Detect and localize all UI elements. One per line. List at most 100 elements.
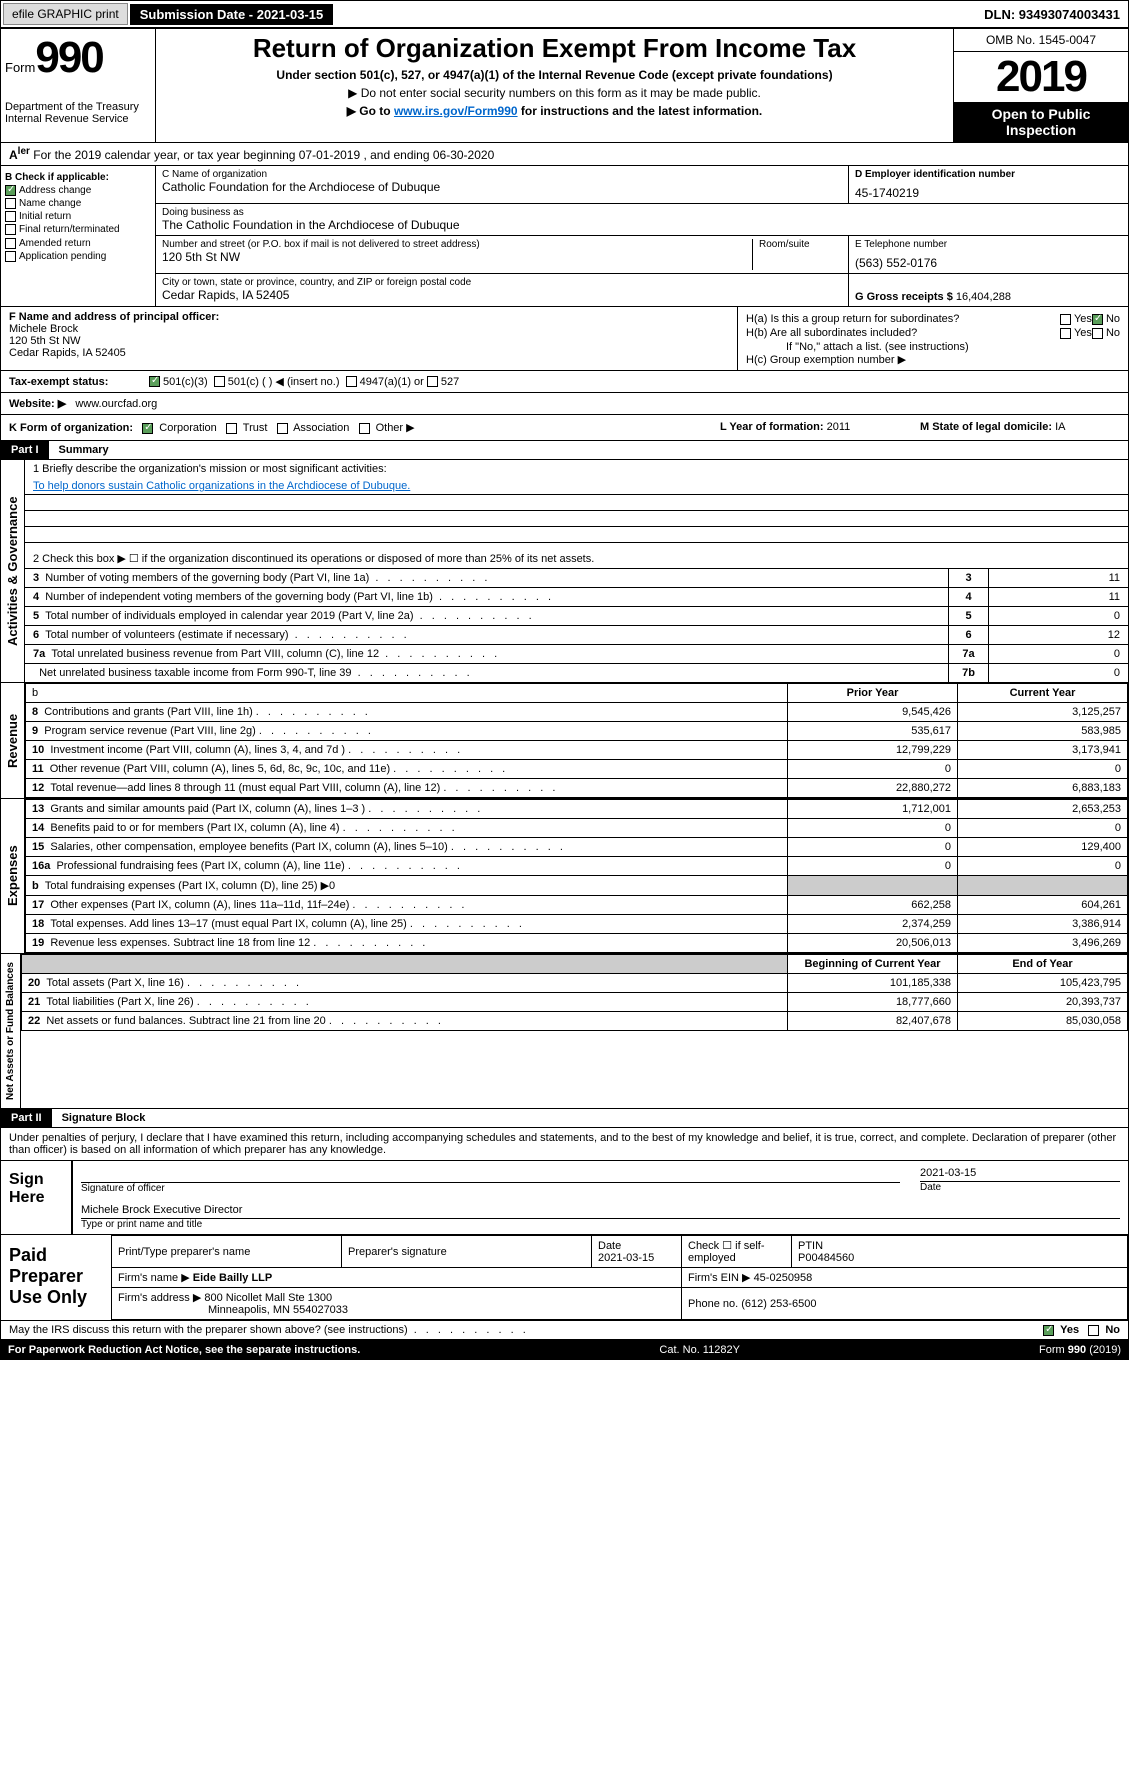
footer-left: For Paperwork Reduction Act Notice, see … <box>8 1344 360 1356</box>
irs-link[interactable]: www.irs.gov/Form990 <box>394 104 518 118</box>
gross-receipts-label: G Gross receipts $ <box>855 291 953 303</box>
ptin-value: P00484560 <box>798 1252 854 1264</box>
h-b-note: If "No," attach a list. (see instruction… <box>746 341 1120 353</box>
chk-trust[interactable] <box>226 423 237 434</box>
table-row: 19 Revenue less expenses. Subtract line … <box>26 934 1128 953</box>
chk-final-return[interactable] <box>5 224 16 235</box>
q1-mission: 1 Briefly describe the organization's mi… <box>25 460 1128 478</box>
revenue-table: bPrior YearCurrent Year 8 Contributions … <box>25 683 1128 798</box>
chk-4947[interactable] <box>346 376 357 387</box>
subtitle: Under section 501(c), 527, or 4947(a)(1)… <box>160 68 949 82</box>
hb-yes[interactable] <box>1060 328 1071 339</box>
perjury-statement: Under penalties of perjury, I declare th… <box>1 1128 1128 1161</box>
table-row: 18 Total expenses. Add lines 13–17 (must… <box>26 915 1128 934</box>
tax-status-row: Tax-exempt status: 501(c)(3) 501(c) ( ) … <box>0 371 1129 393</box>
table-row: 11 Other revenue (Part VIII, column (A),… <box>26 760 1128 779</box>
officer-name: Michele Brock <box>9 323 729 335</box>
preparer-table: Print/Type preparer's name Preparer's si… <box>111 1235 1128 1320</box>
governance-row: Net unrelated business taxable income fr… <box>25 663 1128 682</box>
table-row: 15 Salaries, other compensation, employe… <box>26 838 1128 857</box>
chk-501c3[interactable] <box>149 376 160 387</box>
prep-name-label: Print/Type preparer's name <box>112 1236 342 1268</box>
room-label: Room/suite <box>759 239 842 250</box>
chk-527[interactable] <box>427 376 438 387</box>
firm-phone: (612) 253-6500 <box>741 1298 816 1310</box>
governance-row: 4 Number of independent voting members o… <box>25 587 1128 606</box>
table-row: 9 Program service revenue (Part VIII, li… <box>26 722 1128 741</box>
net-header-cy: End of Year <box>958 955 1128 974</box>
chk-corp[interactable] <box>142 423 153 434</box>
vlabel-governance: Activities & Governance <box>1 460 25 682</box>
q2-checkbox: 2 Check this box ▶ ☐ if the organization… <box>25 549 1128 568</box>
dba-value: The Catholic Foundation in the Archdioce… <box>162 218 842 232</box>
part2-header: Part II Signature Block <box>0 1109 1129 1128</box>
part1-title: Summary <box>49 441 119 459</box>
chk-assoc[interactable] <box>277 423 288 434</box>
part1-label: Part I <box>1 441 49 459</box>
ein-value: 45-1740219 <box>855 186 1122 200</box>
discuss-question: May the IRS discuss this return with the… <box>9 1324 529 1336</box>
chk-other[interactable] <box>359 423 370 434</box>
form-number-cell: Form990 Department of the Treasury Inter… <box>1 29 156 142</box>
ha-yes[interactable] <box>1060 314 1071 325</box>
part2-title: Signature Block <box>52 1109 156 1127</box>
chk-initial-return[interactable] <box>5 211 16 222</box>
tax-year: 2019 <box>954 52 1128 102</box>
section-c: C Name of organization Catholic Foundati… <box>156 166 1128 306</box>
chk-501c[interactable] <box>214 376 225 387</box>
submission-date: Submission Date - 2021-03-15 <box>130 4 334 25</box>
net-header-py: Beginning of Current Year <box>788 955 958 974</box>
sig-officer-label: Signature of officer <box>81 1183 900 1194</box>
rev-header-blank: b <box>26 684 788 703</box>
row-a-tax-year: Aler For the 2019 calendar year, or tax … <box>0 143 1129 166</box>
table-row: 20 Total assets (Part X, line 16) 101,18… <box>22 974 1128 993</box>
right-header: OMB No. 1545-0047 2019 Open to Public In… <box>953 29 1128 142</box>
check-self-employed[interactable]: Check ☐ if self-employed <box>682 1236 792 1268</box>
ein-label: D Employer identification number <box>855 169 1122 180</box>
department: Department of the Treasury Internal Reve… <box>5 101 151 125</box>
org-name-label: C Name of organization <box>162 169 842 180</box>
firm-name: Eide Bailly LLP <box>193 1272 272 1284</box>
paid-preparer-label: Paid Preparer Use Only <box>1 1235 111 1320</box>
dln: DLN: 93493074003431 <box>976 4 1128 25</box>
vlabel-expenses: Expenses <box>1 799 25 953</box>
discuss-yes[interactable] <box>1043 1325 1054 1336</box>
section-h: H(a) Is this a group return for subordin… <box>738 307 1128 370</box>
addr-label: Number and street (or P.O. box if mail i… <box>162 239 752 250</box>
sig-officer-line[interactable] <box>81 1165 900 1183</box>
net-blank <box>22 955 788 974</box>
signature-block: Under penalties of perjury, I declare th… <box>0 1128 1129 1235</box>
ha-no[interactable] <box>1092 314 1103 325</box>
vlabel-net: Net Assets or Fund Balances <box>1 954 21 1108</box>
expenses-table: 13 Grants and similar amounts paid (Part… <box>25 799 1128 953</box>
hb-no[interactable] <box>1092 328 1103 339</box>
form-title: Return of Organization Exempt From Incom… <box>160 33 949 64</box>
officer-printed-name: Michele Brock Executive Director <box>81 1202 1120 1219</box>
efile-button[interactable]: efile GRAPHIC print <box>3 3 128 25</box>
section-f: F Name and address of principal officer:… <box>1 307 738 370</box>
expenses-section: Expenses 13 Grants and similar amounts p… <box>0 799 1129 954</box>
officer-addr1: 120 5th St NW <box>9 335 729 347</box>
blank3 <box>25 527 1128 543</box>
chk-app-pending[interactable] <box>5 251 16 262</box>
discuss-no[interactable] <box>1088 1325 1099 1336</box>
chk-address-change[interactable] <box>5 185 16 196</box>
officer-addr2: Cedar Rapids, IA 52405 <box>9 347 729 359</box>
dba-label: Doing business as <box>162 207 842 218</box>
net-section: Net Assets or Fund Balances Beginning of… <box>0 954 1129 1109</box>
website-label: Website: ▶ <box>9 398 66 410</box>
vlabel-revenue: Revenue <box>1 683 25 798</box>
form-header: Form990 Department of the Treasury Inter… <box>0 28 1129 143</box>
topbar: efile GRAPHIC print Submission Date - 20… <box>0 0 1129 28</box>
table-row: 21 Total liabilities (Part X, line 26) 1… <box>22 993 1128 1012</box>
net-table: Beginning of Current YearEnd of Year 20 … <box>21 954 1128 1031</box>
addr-value: 120 5th St NW <box>162 250 752 264</box>
chk-amended[interactable] <box>5 238 16 249</box>
sig-date-label: Date <box>920 1182 1120 1193</box>
website-row: Website: ▶ www.ourcfad.org <box>0 393 1129 415</box>
table-row: 17 Other expenses (Part IX, column (A), … <box>26 896 1128 915</box>
chk-name-change[interactable] <box>5 198 16 209</box>
type-name-label: Type or print name and title <box>81 1219 1120 1230</box>
sig-date: 2021-03-15 <box>920 1165 1120 1182</box>
rev-header-py: Prior Year <box>788 684 958 703</box>
